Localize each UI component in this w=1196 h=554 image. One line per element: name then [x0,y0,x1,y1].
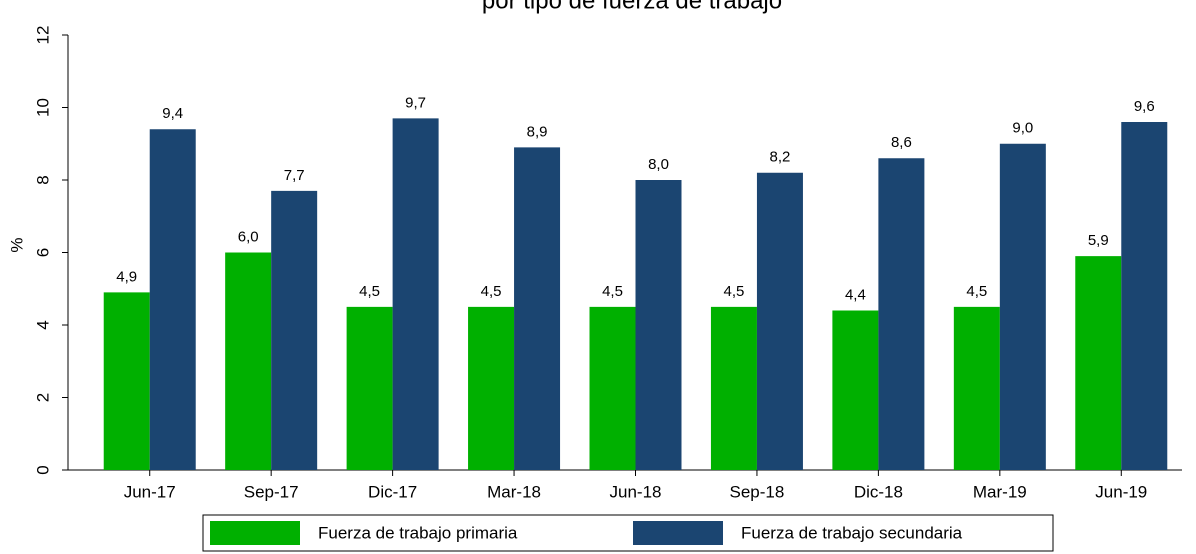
value-label: 6,0 [238,228,259,245]
value-label: 4,5 [481,283,502,300]
value-label: 4,4 [845,286,866,303]
chart-title: por tipo de fuerza de trabajo [482,0,782,14]
y-axis-label: % [7,237,26,252]
bar [392,118,439,470]
bar [635,180,682,470]
bar [878,158,925,470]
x-tick-label: Dic-17 [368,482,417,501]
bar [1121,122,1168,470]
value-label: 4,9 [116,268,137,285]
bar [514,147,561,470]
x-tick-label: Sep-17 [244,482,299,501]
legend-swatch [633,521,723,545]
x-tick-label: Jun-18 [610,482,662,501]
legend-label: Fuerza de trabajo secundaria [741,523,963,542]
value-label: 9,7 [405,94,426,111]
bar [103,292,150,470]
bar [710,306,757,470]
y-tick-label: 8 [33,175,52,184]
y-tick-label: 2 [33,393,52,402]
value-label: 9,0 [1012,120,1033,137]
bar [468,306,515,470]
x-tick-label: Mar-18 [487,482,541,501]
bar [271,190,318,470]
legend [202,514,1054,552]
y-tick-label: 10 [33,98,52,117]
value-label: 8,0 [648,156,669,173]
y-tick-label: 4 [33,320,52,329]
bar [1075,256,1122,470]
bar [346,306,393,470]
bar [953,306,1000,470]
y-tick-label: 6 [33,248,52,257]
value-label: 4,5 [359,283,380,300]
x-tick-label: Dic-18 [854,482,903,501]
value-label: 8,9 [527,123,548,140]
value-label: 4,5 [966,283,987,300]
value-label: 8,6 [891,134,912,151]
bar [756,172,803,470]
x-tick-label: Jun-17 [124,482,176,501]
value-label: 8,2 [770,149,791,166]
bar [999,143,1046,470]
value-label: 7,7 [284,167,305,184]
legend-swatch [210,521,300,545]
value-label: 4,5 [602,283,623,300]
x-tick-label: Jun-19 [1095,482,1147,501]
bar [832,310,879,470]
bar [589,306,636,470]
x-tick-label: Sep-18 [730,482,785,501]
bar [225,252,272,470]
legend-label: Fuerza de trabajo primaria [318,523,518,542]
value-label: 4,5 [724,283,745,300]
y-tick-label: 12 [33,26,52,45]
y-tick-label: 0 [33,465,52,474]
value-label: 5,9 [1088,232,1109,249]
bar [149,129,196,470]
value-label: 9,4 [162,105,183,122]
value-label: 9,6 [1134,98,1155,115]
x-tick-label: Mar-19 [973,482,1027,501]
